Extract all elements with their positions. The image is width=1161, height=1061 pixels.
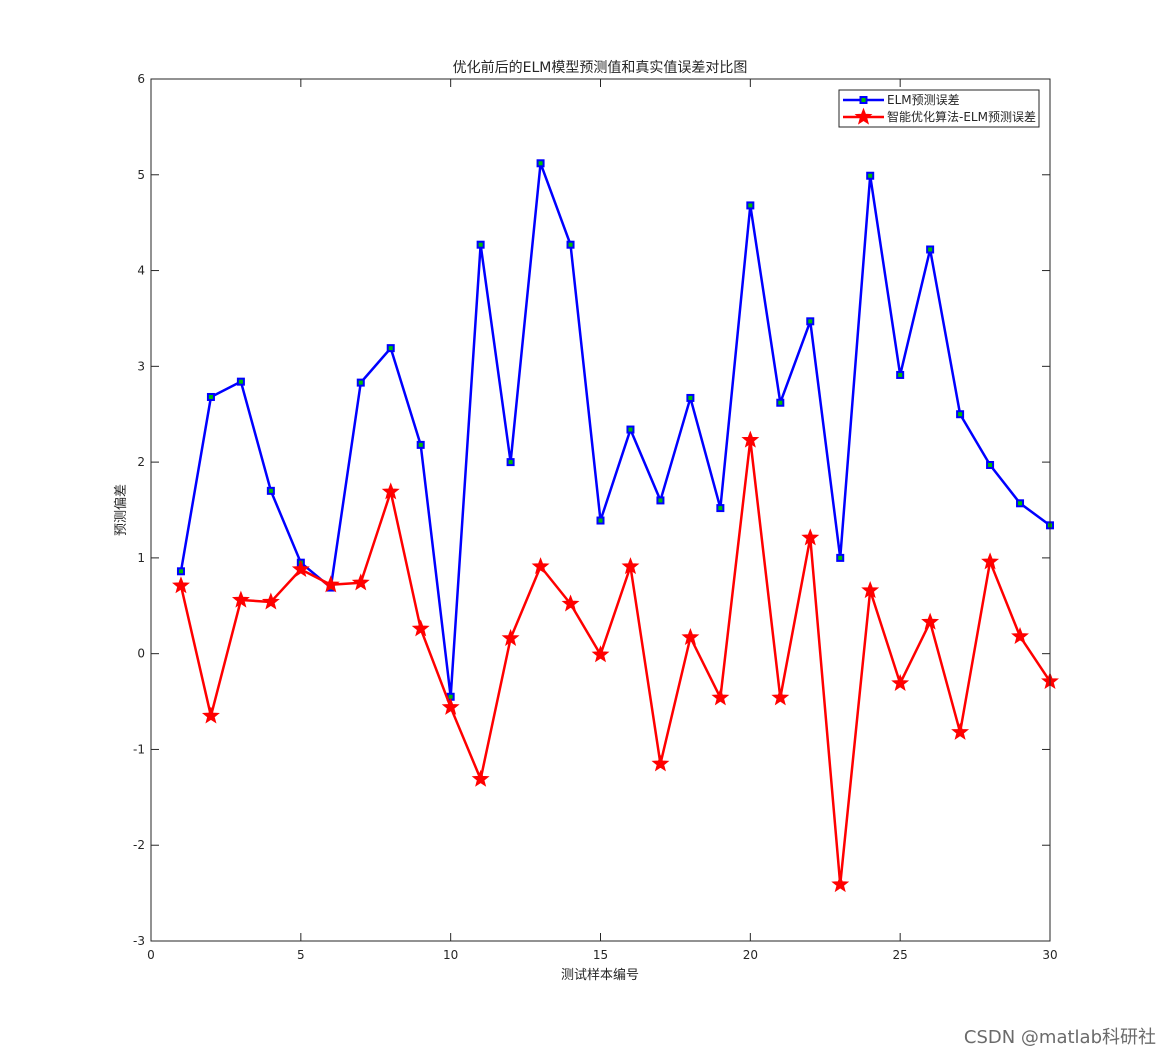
data-point [501, 628, 520, 646]
data-point [831, 875, 850, 893]
y-tick-label: 0 [137, 647, 145, 661]
legend-label-optimized: 智能优化算法-ELM预测误差 [887, 109, 1036, 124]
legend-marker-elm [859, 96, 868, 104]
data-point [476, 240, 485, 249]
data-point [1016, 499, 1025, 508]
data-point [561, 594, 580, 612]
x-tick-label: 20 [743, 948, 758, 962]
y-tick-label: 3 [137, 359, 145, 373]
x-tick-label: 5 [297, 948, 305, 962]
data-point [956, 410, 965, 419]
data-point [261, 592, 280, 610]
x-tick-label: 30 [1042, 948, 1057, 962]
data-point [441, 697, 460, 715]
y-tick-label: 2 [137, 455, 145, 469]
data-point [536, 159, 545, 168]
data-point [741, 430, 760, 448]
data-point [1011, 627, 1029, 645]
data-point [866, 171, 875, 180]
x-axis-label: 测试样本编号 [561, 968, 639, 983]
data-point [356, 378, 365, 387]
data-point [626, 425, 635, 434]
legend-box [838, 89, 1040, 128]
x-tick-label: 15 [593, 948, 608, 962]
data-point [266, 486, 275, 495]
data-point [201, 706, 220, 724]
watermark: CSDN @matlab科研社 [964, 1027, 1156, 1048]
x-tick-label: 0 [147, 948, 155, 962]
y-tick-label: -1 [133, 742, 145, 756]
data-point [411, 619, 430, 637]
data-point [656, 496, 665, 505]
data-point [381, 482, 400, 500]
y-tick-label: 4 [137, 264, 145, 278]
data-point [896, 370, 905, 379]
y-tick-label: 6 [137, 72, 145, 86]
data-point [621, 557, 640, 575]
legend: ELM预测误差 智能优化算法-ELM预测误差 [838, 89, 1040, 128]
data-point [531, 557, 550, 575]
data-point [596, 516, 605, 525]
data-point [176, 567, 185, 576]
data-point [206, 392, 215, 401]
x-tick-label: 25 [893, 948, 908, 962]
data-point [506, 458, 515, 467]
y-tick-label: 5 [137, 168, 145, 182]
data-point [566, 240, 575, 249]
data-point [386, 344, 395, 353]
y-tick-label: -3 [133, 934, 145, 948]
data-point [416, 440, 425, 449]
data-point [686, 393, 695, 402]
y-tick-label: 1 [137, 551, 145, 565]
data-point [801, 528, 820, 546]
axes-box [150, 78, 1051, 942]
data-point [981, 552, 1000, 570]
data-point [926, 245, 935, 254]
data-point [746, 201, 755, 210]
data-point [471, 769, 490, 787]
data-point [951, 722, 970, 740]
data-point [891, 673, 910, 691]
legend-label-elm: ELM预测误差 [887, 93, 960, 107]
data-point [651, 754, 670, 772]
x-tick-label: 10 [443, 948, 458, 962]
data-point [291, 559, 310, 577]
data-point [836, 553, 845, 562]
data-point [806, 317, 815, 326]
data-point [711, 688, 730, 706]
data-point [776, 398, 785, 407]
legend-marker-optimized [854, 107, 873, 125]
data-point [236, 377, 245, 386]
chart-title: 优化前后的ELM模型预测值和真实值误差对比图 [453, 59, 748, 76]
data-point [771, 688, 790, 706]
data-point [716, 504, 725, 513]
data-point [591, 645, 610, 663]
y-tick-label: -2 [133, 838, 145, 852]
data-point [861, 581, 880, 599]
y-axis-label: 预测偏差 [114, 484, 129, 536]
data-point [172, 576, 190, 594]
data-point [681, 627, 700, 645]
data-point [321, 575, 340, 593]
data-point [351, 573, 370, 591]
data-point [921, 612, 940, 630]
data-point [231, 590, 250, 608]
data-point [986, 460, 995, 469]
